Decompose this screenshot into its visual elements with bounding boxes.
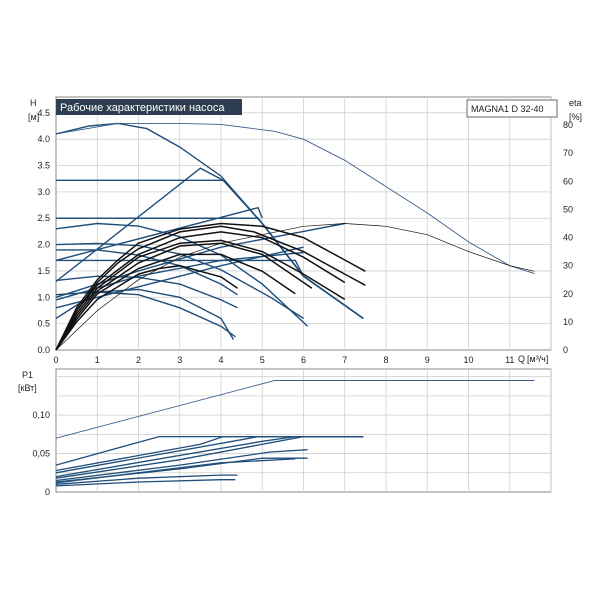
y2-tick-label: 80 bbox=[563, 120, 573, 130]
y2-tick-label: 20 bbox=[563, 289, 573, 299]
model-label: MAGNA1 D 32-40 bbox=[471, 104, 544, 114]
efficiency-curve bbox=[55, 264, 238, 351]
y-tick-label: 4.0 bbox=[37, 134, 50, 144]
head-curve bbox=[55, 206, 263, 262]
power-axis-unit: [кВт] bbox=[18, 383, 37, 393]
power-plot-grid bbox=[56, 369, 552, 492]
y2-axis-label: eta bbox=[569, 98, 582, 108]
chart-title: Рабочие характеристики насоса bbox=[60, 102, 225, 114]
x-tick-label: 2 bbox=[136, 355, 141, 365]
power-axis-label: P1 bbox=[22, 370, 33, 380]
y-axis-label: H bbox=[30, 98, 37, 108]
x-tick-label: 6 bbox=[301, 355, 306, 365]
y-tick-label: 3.0 bbox=[37, 187, 50, 197]
y2-axis-unit: [%] bbox=[569, 112, 582, 122]
x-tick-label: 7 bbox=[342, 355, 347, 365]
x-axis-unit: [м³/ч] bbox=[527, 354, 548, 364]
head-curve bbox=[55, 122, 535, 275]
efficiency-curve bbox=[55, 242, 313, 351]
efficiency-curve bbox=[55, 253, 296, 351]
head-plot-curves bbox=[55, 122, 535, 351]
efficiency-curve bbox=[55, 231, 346, 351]
y-tick-label: 4.5 bbox=[37, 108, 50, 118]
x-tick-label: 11 bbox=[505, 355, 514, 365]
x-tick-label: 1 bbox=[95, 355, 100, 365]
head-plot: 0 1 2 3 4 5 6 7 8 9 10 11 0.0 0.5 1.0 1.5 2.0 2.5 3.0 3.5 4.… bbox=[28, 96, 582, 365]
power-plot: 0 0,05 0,10 P1 [кВт] bbox=[18, 368, 552, 497]
head-plot-ticks: 0 1 2 3 4 5 6 7 8 9 10 11 0.0 0.5 1.0 1.5 2.0 2.5 3.0 3.5 4.… bbox=[37, 108, 573, 365]
x-tick-label: 8 bbox=[383, 355, 388, 365]
power-tick-label: 0 bbox=[45, 487, 50, 497]
head-curve bbox=[56, 249, 238, 296]
power-curve bbox=[55, 380, 535, 439]
head-curve bbox=[55, 222, 309, 327]
efficiency-curve bbox=[55, 223, 535, 351]
power-curve bbox=[55, 479, 236, 487]
power-plot-curves bbox=[55, 380, 535, 487]
y2-tick-label: 40 bbox=[563, 233, 573, 243]
y2-tick-label: 50 bbox=[563, 204, 573, 214]
y-tick-label: 2.5 bbox=[37, 213, 50, 223]
power-tick-label: 0,05 bbox=[32, 449, 50, 459]
power-curve bbox=[55, 474, 238, 485]
x-tick-label: 10 bbox=[463, 355, 473, 365]
y-axis-unit: [м] bbox=[28, 112, 39, 122]
y-tick-label: 1.0 bbox=[37, 292, 50, 302]
x-tick-label: 5 bbox=[260, 355, 265, 365]
x-tick-label: 0 bbox=[53, 355, 58, 365]
y-tick-label: 2.0 bbox=[37, 240, 50, 250]
y2-tick-label: 60 bbox=[563, 176, 573, 186]
power-plot-ticks: 0 0,05 0,10 bbox=[32, 410, 50, 497]
model-box bbox=[466, 99, 558, 118]
power-curve bbox=[55, 458, 296, 484]
efficiency-curve bbox=[55, 225, 366, 351]
y2-tick-label: 0 bbox=[563, 345, 568, 355]
x-tick-label: 4 bbox=[218, 355, 223, 365]
y-tick-label: 0.0 bbox=[37, 345, 50, 355]
head-curve bbox=[55, 246, 304, 309]
chart-title-bg bbox=[56, 99, 242, 115]
x-tick-label: 3 bbox=[177, 355, 182, 365]
x-tick-label: 9 bbox=[425, 355, 430, 365]
x-axis-label: Q bbox=[518, 354, 525, 364]
efficiency-curve bbox=[55, 239, 346, 351]
efficiency-curve bbox=[55, 222, 366, 351]
y-tick-label: 1.5 bbox=[37, 266, 50, 276]
y2-tick-label: 30 bbox=[563, 261, 573, 271]
power-curve bbox=[55, 435, 364, 479]
head-curve bbox=[55, 275, 238, 309]
head-curve bbox=[55, 222, 345, 298]
power-curve bbox=[55, 449, 308, 482]
power-tick-label: 0,10 bbox=[32, 410, 50, 420]
y-tick-label: 3.5 bbox=[37, 161, 50, 171]
y2-tick-label: 10 bbox=[563, 317, 573, 327]
y-tick-label: 0.5 bbox=[37, 319, 50, 329]
head-curve bbox=[55, 167, 224, 283]
y2-tick-label: 70 bbox=[563, 148, 573, 158]
